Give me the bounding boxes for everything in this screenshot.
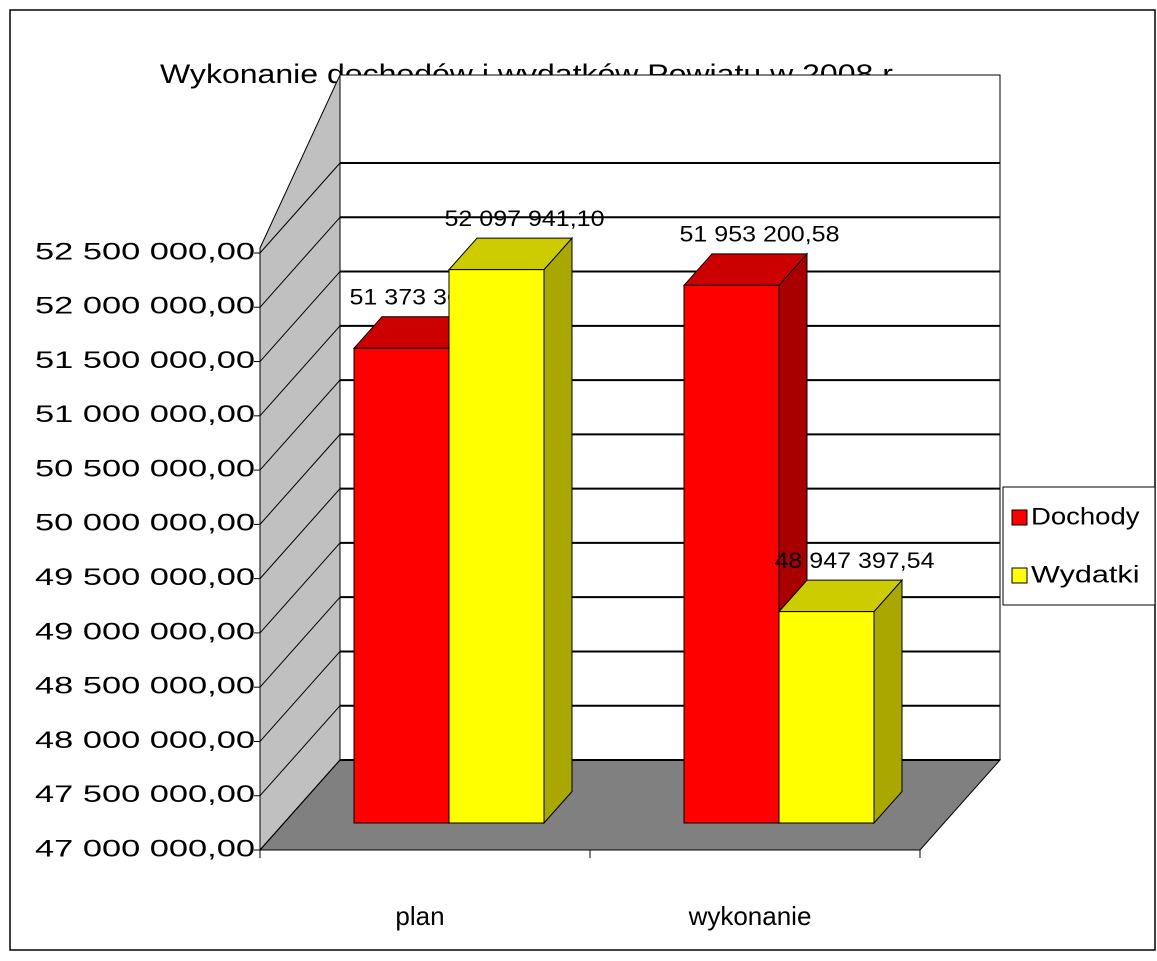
side-grid-line (259, 705, 341, 797)
bar-side (873, 578, 903, 825)
y-tick-label: 49 500 000,00 (35, 564, 255, 591)
x-tick-label: plan (395, 901, 444, 931)
y-tick-label: 52 000 000,00 (35, 293, 255, 320)
y-tick-label: 49 000 000,00 (35, 618, 255, 645)
x-tick-label: wykonanie (688, 901, 812, 931)
y-tick-label: 50 000 000,00 (35, 510, 255, 537)
y-tick-label: 48 500 000,00 (35, 673, 255, 700)
side-grid-line (259, 759, 341, 851)
side-grid-line (259, 325, 341, 417)
legend-swatch (1011, 567, 1028, 584)
y-tick-label: 51 500 000,00 (35, 347, 255, 374)
side-grid-line (259, 542, 341, 634)
side-grid-line (259, 596, 341, 688)
bar (448, 269, 545, 824)
y-tick-label: 51 000 000,00 (35, 401, 255, 428)
y-tick-label: 47 500 000,00 (35, 781, 255, 808)
side-grid-line (259, 434, 341, 525)
side-grid-line (259, 162, 341, 254)
side-grid-line (259, 379, 341, 471)
y-tick-label: 47 000 000,00 (35, 835, 255, 862)
data-label: 48 947 397,54 (775, 548, 935, 573)
side-grid-line (259, 651, 341, 742)
y-tick-label: 52 500 000,00 (35, 238, 255, 265)
data-label: 52 097 941,10 (445, 206, 605, 231)
bar (778, 611, 875, 824)
y-tick-label: 50 500 000,00 (35, 455, 255, 482)
side-grid-line (259, 488, 341, 579)
legend-label: Dochody (1031, 503, 1140, 530)
bar (683, 284, 780, 824)
legend-label: Wydatki (1031, 561, 1140, 588)
legend-swatch (1011, 509, 1028, 526)
side-grid-line (259, 271, 341, 362)
bar (353, 347, 450, 824)
y-tick-label: 48 000 000,00 (35, 727, 255, 754)
side-grid-line (259, 216, 341, 308)
legend-box (1002, 486, 1156, 606)
data-label: 51 953 200,58 (680, 222, 840, 247)
bar-side (543, 236, 573, 825)
